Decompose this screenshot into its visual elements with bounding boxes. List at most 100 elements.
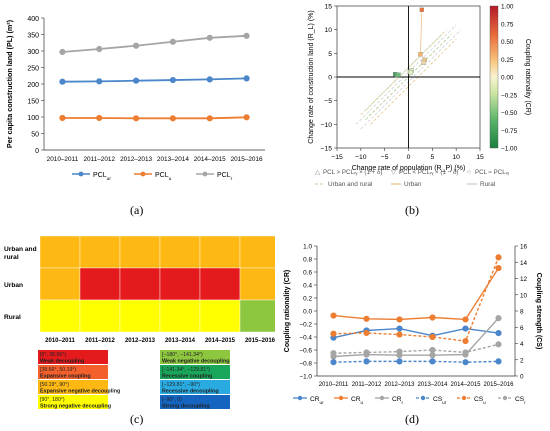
legend-swatch	[38, 365, 108, 379]
legend-marker	[297, 395, 303, 401]
legend-CR_ur: CRur	[293, 395, 324, 405]
y-tick-label-right: 0	[520, 374, 524, 381]
guide-line	[360, 29, 462, 130]
colorbar-tick-label: 1.00	[501, 4, 514, 11]
column-label: 2010–2011	[45, 338, 75, 344]
y-tick-label-left: −0.6	[299, 348, 312, 355]
legend-symbol: ○	[467, 169, 471, 176]
data-point	[59, 78, 66, 85]
heatmap-cell	[159, 299, 201, 333]
data-point	[429, 314, 436, 321]
data-point	[96, 45, 103, 53]
legend-marker	[338, 395, 344, 401]
row-label: rural	[4, 254, 19, 261]
data-point	[429, 333, 436, 341]
data-point	[206, 115, 213, 122]
y-tick-label: 50	[31, 132, 39, 139]
data-point	[169, 115, 177, 122]
series-line	[62, 116, 247, 120]
guide-line	[360, 29, 447, 116]
legend-swatch	[38, 395, 108, 409]
panel-label-a: (a)	[130, 203, 144, 217]
data-point	[132, 42, 140, 49]
y-tick-label: 100	[27, 115, 39, 122]
scatter-point	[408, 70, 414, 75]
heatmap-cell	[159, 267, 201, 301]
heatmap-cell	[119, 235, 161, 269]
legend-label: PCLur	[93, 172, 111, 182]
legend-range: [0°, 38.66°)	[40, 352, 66, 358]
row-label: Urban and	[4, 246, 37, 253]
legend-label: Rural	[480, 181, 495, 188]
column-label: 2013–2014	[165, 338, 196, 344]
legend-name: Recessive coupling	[162, 374, 212, 380]
heatmap-cell	[39, 299, 81, 333]
data-point	[132, 77, 140, 84]
legend-label: CRr	[392, 396, 404, 405]
y-tick-label: 15	[324, 4, 332, 11]
x-axis-label: Change rate of population (R_P) (%)	[352, 165, 466, 172]
x-tick-label: 2010–2011	[47, 156, 79, 163]
legend-name: Recessive decoupling	[162, 389, 219, 395]
x-tick-label: 2011–2012	[352, 382, 382, 388]
scatter-point	[396, 72, 401, 77]
y-tick-label: 0	[35, 148, 39, 155]
y-tick-label-left: 0.0	[303, 309, 312, 316]
data-point	[206, 34, 213, 41]
data-point	[429, 346, 436, 354]
y-tick-label-right: 10	[520, 292, 528, 299]
scatter-point	[421, 60, 426, 65]
legend-range: [−90°, 0)	[162, 397, 182, 403]
legend-range: [−141.34°, −129.81°)	[162, 367, 210, 373]
legend-label: PCL ≈ PCLᵣᵧ	[475, 169, 510, 176]
colorbar-tick-label: 0.75	[501, 21, 514, 28]
series-line	[333, 343, 499, 354]
data-point	[96, 78, 103, 85]
heatmap-cell	[119, 267, 161, 301]
legend-swatch	[38, 350, 108, 364]
legend-label: PCL > PCLᵣᵧ × (1 + δ)	[323, 169, 382, 176]
data-point	[462, 349, 469, 356]
legend-swatch	[160, 395, 230, 409]
y-tick-label: 150	[27, 99, 39, 106]
legend-PCL_r: PCLr	[196, 171, 233, 182]
x-tick-label: 2015–2016	[231, 156, 263, 163]
legend-label: CSr	[515, 396, 526, 405]
y-tick-label: 400	[27, 16, 39, 23]
y-tick-label-right: 4	[520, 341, 524, 348]
chart-d: 1.0 0.8 0.6 0.4 0.2 0.0 −0.2 −0.4 −0.6 −0.8 −1.0 16…	[284, 244, 542, 405]
panel-label-b: (b)	[405, 203, 419, 217]
x-tick-label: −5	[381, 154, 389, 161]
heatmap-cell	[39, 267, 81, 301]
legend-swatch	[160, 365, 230, 379]
data-point	[396, 358, 403, 365]
colorbar-tick-label: −0.75	[501, 128, 518, 135]
legend-name: Strong decoupling	[162, 404, 210, 410]
x-tick-label: 2014–2015	[194, 156, 226, 163]
colorbar-tick-label: 0.25	[501, 57, 514, 64]
data-point	[206, 76, 213, 83]
legend-label: CSur	[433, 396, 447, 405]
heatmap-cell	[79, 267, 121, 301]
data-point	[330, 330, 337, 337]
colorbar-tick-label: −0.50	[501, 110, 518, 117]
y-tick-label-left: 0.8	[303, 257, 312, 264]
series-PCL_u	[59, 114, 250, 122]
data-point	[330, 350, 337, 357]
y-tick-label-right: 14	[520, 260, 528, 267]
data-point	[396, 331, 403, 338]
y-tick-label-left: 0.4	[303, 283, 312, 290]
row-label: Urban	[4, 282, 23, 289]
y-tick-label-left: −0.4	[299, 335, 312, 342]
data-point	[495, 315, 502, 322]
series-PCL_ur	[59, 75, 250, 85]
legend-marker	[420, 395, 426, 401]
y-tick-label-left: −1.0	[299, 374, 312, 381]
series-PCL_r	[59, 32, 250, 56]
data-point	[59, 48, 66, 56]
heatmap-cell	[239, 267, 275, 301]
data-point	[363, 315, 370, 322]
colorbar-tick-label: −1.00	[501, 146, 518, 153]
legend-marker	[202, 171, 208, 177]
legend-range: [−180°, −141.34°)	[162, 352, 203, 358]
